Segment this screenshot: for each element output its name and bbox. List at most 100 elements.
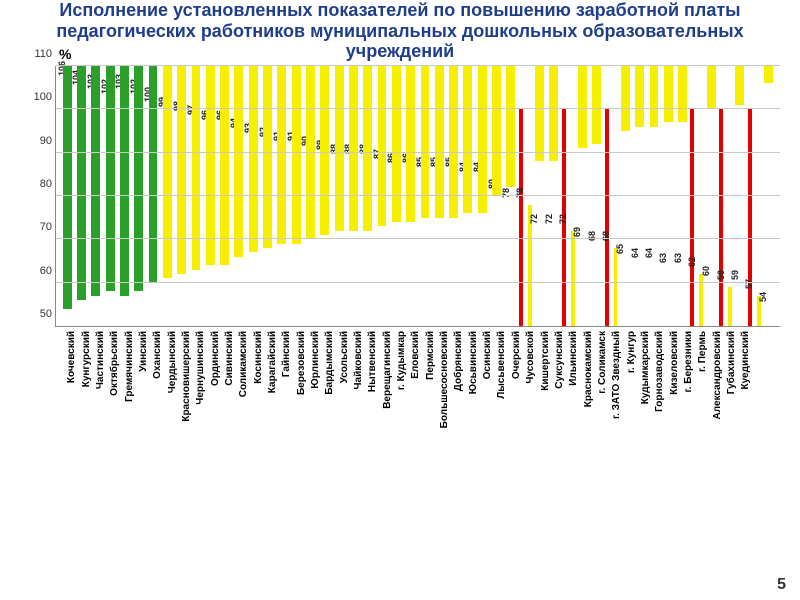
- bar-slot: 104: [74, 66, 88, 326]
- bar-slot: 86: [404, 66, 418, 326]
- bar-slot: 63: [661, 66, 675, 326]
- x-label-slot: Александровский: [704, 329, 718, 489]
- x-label-slot: Октябрьский: [102, 329, 116, 489]
- value-bar: [707, 66, 716, 109]
- x-label-slot: Очерский: [504, 329, 518, 489]
- x-label-slot: Чусовской: [518, 329, 532, 489]
- y-tick-label: 60: [26, 265, 52, 277]
- bar-slot: 59: [718, 66, 732, 326]
- value-label: 54: [758, 292, 768, 302]
- x-label-slot: Частинский: [88, 329, 102, 489]
- bar-slot: 88: [332, 66, 346, 326]
- x-label-slot: Юрлинский: [303, 329, 317, 489]
- value-label: 57: [744, 279, 754, 289]
- value-bar: [349, 66, 358, 231]
- x-label-slot: Гайнский: [274, 329, 288, 489]
- value-bar: [163, 66, 172, 278]
- value-label: 63: [673, 253, 683, 263]
- y-tick-label: 100: [26, 91, 52, 103]
- value-bar: [363, 66, 372, 231]
- target-bar: [605, 109, 609, 326]
- value-bar: [177, 66, 186, 274]
- bar-slot: 64: [647, 66, 661, 326]
- x-label-slot: г. Соликамск: [590, 329, 604, 489]
- value-bar: [635, 66, 644, 127]
- x-label-slot: Сивинский: [217, 329, 231, 489]
- x-label-slot: Бардымский: [317, 329, 331, 489]
- bar-slot: 102: [103, 66, 117, 326]
- x-label-slot: Красновишерский: [174, 329, 188, 489]
- value-label: 68: [587, 231, 597, 241]
- value-bar: [220, 66, 229, 265]
- grid-line: [56, 152, 780, 153]
- x-label-slot: Кочевский: [59, 329, 73, 489]
- bar-slot: 60: [704, 66, 718, 326]
- target-bar: [719, 109, 723, 326]
- value-bar: [492, 66, 501, 196]
- target-bar: [690, 109, 694, 326]
- value-bar: [478, 66, 487, 213]
- value-bar: [764, 66, 773, 83]
- value-bar: [277, 66, 286, 244]
- x-label-slot: Пермский: [418, 329, 432, 489]
- bar-slot: 88: [346, 66, 360, 326]
- page-number: 5: [777, 576, 786, 594]
- bar-slot: 68: [604, 66, 618, 326]
- bar-slot: 69: [575, 66, 589, 326]
- x-label-slot: Чердынский: [159, 329, 173, 489]
- bar-slot: 90: [303, 66, 317, 326]
- x-label-slot: г. Кудымкар: [389, 329, 403, 489]
- value-bar: [664, 66, 673, 122]
- bar-slot: 92: [260, 66, 274, 326]
- bar-slot: 89: [318, 66, 332, 326]
- value-label: 64: [630, 248, 640, 258]
- value-bar: [263, 66, 272, 248]
- x-label-slot: Куединский: [733, 329, 747, 489]
- chart-title: Исполнение установленных показателей по …: [0, 0, 800, 66]
- x-label-slot: Губахинский: [719, 329, 733, 489]
- value-label: 78: [501, 188, 511, 198]
- bar-slot: 91: [289, 66, 303, 326]
- bar-slot: 87: [375, 66, 389, 326]
- grid-line: [56, 195, 780, 196]
- bar-slot: 72: [547, 66, 561, 326]
- bar-slot: 88: [361, 66, 375, 326]
- x-label-slot: Оханский: [145, 329, 159, 489]
- x-label-slot: г. Березники: [676, 329, 690, 489]
- value-bar: [378, 66, 387, 226]
- value-bar: [292, 66, 301, 244]
- chart-area: % 10610410310210310210099989796969493929…: [55, 66, 780, 489]
- value-label: 72: [558, 214, 568, 224]
- value-bar: [120, 66, 129, 296]
- x-label-slot: Кунгурский: [73, 329, 87, 489]
- bar-slot: 96: [217, 66, 231, 326]
- x-label-slot: [762, 329, 776, 489]
- x-label-slot: Кудымкарский: [633, 329, 647, 489]
- bar-slot: 62: [690, 66, 704, 326]
- bar-slot: 94: [232, 66, 246, 326]
- bar-slot: 84: [475, 66, 489, 326]
- y-tick-label: 80: [26, 178, 52, 190]
- value-label: 60: [701, 266, 711, 276]
- y-axis-label: %: [59, 46, 71, 62]
- bar-slot: 97: [189, 66, 203, 326]
- x-label-slot: Добрянский: [446, 329, 460, 489]
- value-label: 78: [515, 188, 525, 198]
- bar-slot: 85: [432, 66, 446, 326]
- x-label-slot: Кизеловский: [661, 329, 675, 489]
- y-tick-label: 50: [26, 308, 52, 320]
- value-bar: [571, 231, 575, 326]
- value-bar: [91, 66, 100, 296]
- value-label: 69: [572, 227, 582, 237]
- bar-slot: 85: [446, 66, 460, 326]
- value-label: 68: [601, 231, 611, 241]
- value-bar: [206, 66, 215, 265]
- bar-slot: 103: [117, 66, 131, 326]
- bar-slot: 65: [618, 66, 632, 326]
- value-bar: [234, 66, 243, 257]
- value-bar: [535, 66, 544, 161]
- value-bar: [406, 66, 415, 222]
- x-label-slot: Юсьвинский: [461, 329, 475, 489]
- value-label: 72: [529, 214, 539, 224]
- x-label-slot: г. Кунгур: [618, 329, 632, 489]
